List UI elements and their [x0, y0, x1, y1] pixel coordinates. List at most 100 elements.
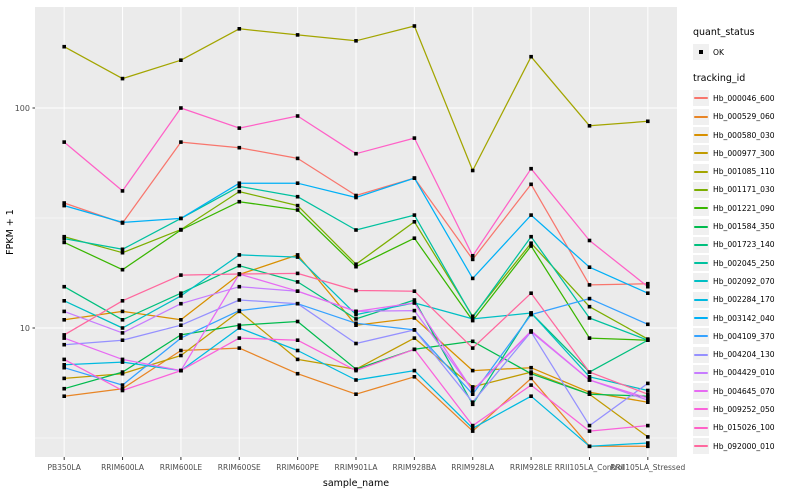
legend-key-box: [693, 328, 709, 345]
x-axis-tick-labels: PB350LA RRIM600LA RRIM600LE RRIM600SE RRIM60…: [47, 463, 685, 472]
legend-entry: Hb_000046_600: [693, 89, 800, 107]
series-color-line-icon: [694, 97, 708, 100]
legend-key-box: [693, 181, 709, 198]
legend-entry-label: Hb_092000_010: [713, 441, 775, 451]
svg-text:RRIM600PE: RRIM600PE: [276, 463, 319, 472]
legend-entry-label: Hb_003142_040: [713, 313, 775, 323]
series-color-line-icon: [694, 280, 708, 283]
svg-text:100: 100: [15, 104, 30, 113]
series-color-line-icon: [694, 188, 708, 191]
legend-key-box: [693, 236, 709, 253]
series-color-line-icon: [694, 390, 708, 393]
svg-text:RRIM928LE: RRIM928LE: [510, 463, 553, 472]
svg-text:RRIM600LA: RRIM600LA: [101, 463, 145, 472]
series-color-line-icon: [694, 445, 708, 448]
legend-entry-label: Hb_009252_050: [713, 404, 775, 414]
legend-entry-label: Hb_001723_140: [713, 240, 775, 250]
legend-entry: Hb_004204_130: [693, 345, 800, 363]
legend-entry: Hb_002092_070: [693, 272, 800, 290]
svg-text:PB350LA: PB350LA: [47, 463, 81, 472]
series-color-line-icon: [694, 225, 708, 228]
legend-entry: Hb_001085_110: [693, 162, 800, 180]
legend-key-box: [693, 108, 709, 125]
legend-entry: Hb_000580_030: [693, 126, 800, 144]
series-color-line-icon: [694, 353, 708, 356]
legend-entry: Hb_000977_300: [693, 144, 800, 162]
legend-key-box: [693, 163, 709, 180]
legend-entry: Hb_092000_010: [693, 437, 800, 455]
legend-key-box: [693, 401, 709, 418]
legend-key-box: [693, 364, 709, 381]
legend-entry-label: Hb_002092_070: [713, 276, 775, 286]
svg-text:10: 10: [20, 324, 30, 333]
ok-point-icon: [698, 49, 704, 55]
legend-entry-label: Hb_004645_070: [713, 386, 775, 396]
legend-entry-label: Hb_000977_300: [713, 148, 775, 158]
legend-key-box: [693, 383, 709, 400]
legend-key-box: [693, 127, 709, 144]
series-color-line-icon: [694, 262, 708, 265]
legend-key-box: [693, 90, 709, 107]
axis-ticks: [32, 107, 649, 460]
gridlines: [35, 7, 677, 457]
legend-entry-label: Hb_001085_110: [713, 167, 775, 177]
legend-key-box: [693, 273, 709, 290]
svg-text:RRIM901LA: RRIM901LA: [335, 463, 379, 472]
series-color-line-icon: [694, 134, 708, 137]
data-point-markers: [62, 24, 650, 449]
legend-entry-label: Hb_000529_060: [713, 112, 775, 122]
x-axis-title: sample_name: [323, 478, 389, 489]
legend-entry-label: Hb_002045_250: [713, 258, 775, 268]
legend-entry-label: Hb_000046_600: [713, 93, 775, 103]
series-color-line-icon: [694, 115, 708, 118]
series-color-line-icon: [694, 317, 708, 319]
legend-entry-label: Hb_001221_090: [713, 203, 775, 213]
series-color-line-icon: [694, 298, 708, 301]
svg-text:RRIM600LE: RRIM600LE: [160, 463, 203, 472]
legend-title-tracking-id: tracking_id: [693, 73, 746, 85]
legend-key-box: [693, 255, 709, 272]
legend-entry: Hb_001171_030: [693, 181, 800, 199]
series-color-line-icon: [694, 170, 708, 173]
svg-text:RRII105LA_Control: RRII105LA_Control: [555, 463, 625, 472]
legend-entry: Hb_004109_370: [693, 327, 800, 345]
legend-key-box: [693, 310, 709, 326]
legend-key-box: [693, 44, 709, 61]
legend-entry: Hb_001723_140: [693, 236, 800, 254]
legend-entry: Hb_002284_170: [693, 291, 800, 309]
legend-entry-label: Hb_015026_100: [713, 423, 775, 433]
legend-entry: Hb_009252_050: [693, 400, 800, 418]
legend-entry-label: OK: [713, 47, 724, 57]
legend-key-box: [693, 291, 709, 308]
legend: quant_status OK tracking_id Hb_000046_60…: [687, 0, 800, 455]
legend-entry: Hb_015026_100: [693, 419, 800, 437]
legend-entry-label: Hb_004204_130: [713, 350, 775, 360]
legend-entry-label: Hb_001584_350: [713, 222, 775, 232]
legend-entry: Hb_001584_350: [693, 217, 800, 235]
series-color-line-icon: [694, 335, 708, 338]
legend-entry-label: Hb_000580_030: [713, 130, 775, 140]
series-color-line-icon: [694, 243, 708, 246]
svg-text:RRIM928LA: RRIM928LA: [451, 463, 495, 472]
legend-key-box: [693, 438, 709, 455]
legend-key-box: [693, 419, 709, 436]
svg-text:RRIM600SE: RRIM600SE: [218, 463, 261, 472]
y-axis-tick-labels: 100 10: [15, 104, 30, 333]
svg-text:RRII105LA_Stressed: RRII105LA_Stressed: [610, 463, 685, 472]
legend-key-box: [693, 218, 709, 235]
legend-entry: Hb_004429_010: [693, 364, 800, 382]
series-color-line-icon: [694, 207, 708, 210]
legend-entry-label: Hb_002284_170: [713, 295, 775, 305]
legend-entry: Hb_004645_070: [693, 382, 800, 400]
series-color-line-icon: [694, 408, 708, 411]
legend-entry: Hb_003142_040: [693, 309, 800, 327]
legend-entry-label: Hb_001171_030: [713, 185, 775, 195]
legend-title-quant-status: quant_status: [693, 27, 755, 38]
legend-key-box: [693, 200, 709, 217]
legend-entry-label: Hb_004109_370: [713, 331, 775, 341]
series-color-line-icon: [694, 426, 708, 429]
series-color-line-icon: [694, 152, 708, 155]
legend-entry: Hb_000529_060: [693, 108, 800, 126]
